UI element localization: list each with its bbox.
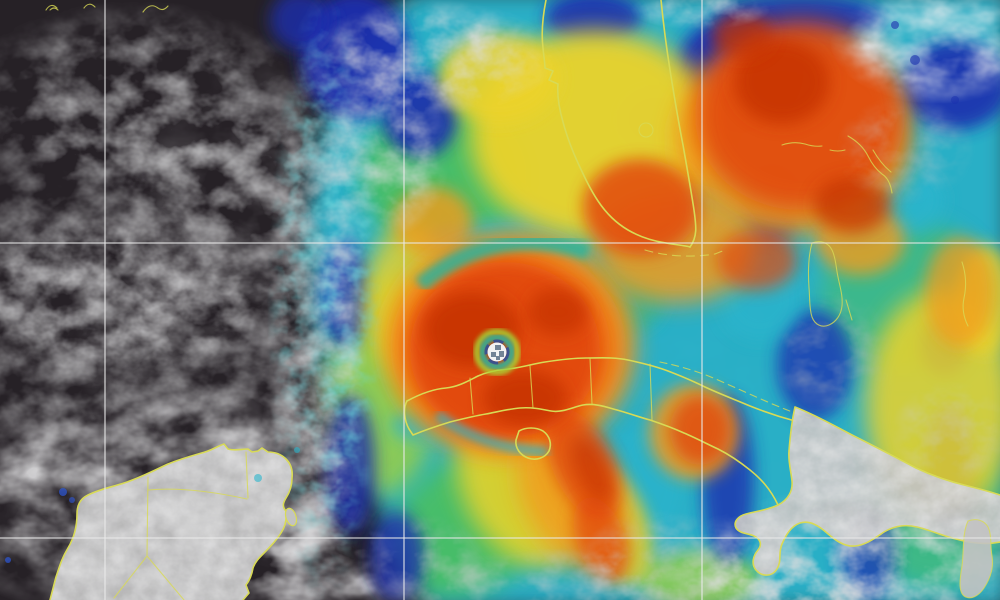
texture-blob bbox=[717, 230, 797, 290]
cuba bbox=[403, 357, 1000, 576]
texture-blob bbox=[254, 474, 262, 482]
cuba-south-coastline bbox=[403, 400, 779, 506]
coastlines-layer bbox=[45, 0, 1000, 600]
gray-clouds-over-layer bbox=[307, 0, 1000, 600]
texture-blob bbox=[571, 437, 613, 503]
texture-blob bbox=[433, 411, 549, 457]
cozumel-island bbox=[284, 507, 298, 527]
bahamas bbox=[781, 135, 969, 327]
bimini-islands bbox=[781, 142, 846, 152]
bahamas-cays-east bbox=[961, 261, 969, 327]
florida-keys bbox=[644, 249, 726, 257]
texture-blob bbox=[951, 96, 959, 104]
isla-de-la-juventud bbox=[515, 427, 552, 460]
texture-blob bbox=[69, 497, 75, 503]
teal-moat-arc bbox=[414, 234, 591, 292]
cuba-north-cays bbox=[659, 361, 811, 419]
yucatan-state-borders bbox=[113, 451, 249, 600]
texture-blob bbox=[959, 519, 994, 599]
texture-blob bbox=[491, 352, 496, 357]
andros-island bbox=[807, 241, 853, 327]
texture-blob bbox=[365, 514, 485, 600]
texture-blob bbox=[483, 370, 567, 426]
texture-blob bbox=[630, 0, 770, 30]
cuba-province-borders bbox=[469, 357, 653, 421]
eye-inner-blue-ring bbox=[484, 339, 510, 365]
lake-okeechobee bbox=[638, 122, 654, 138]
great-inagua-island bbox=[959, 519, 994, 599]
eye-pixel-texture bbox=[491, 345, 504, 360]
texture-blob bbox=[890, 380, 1000, 484]
texture-blob bbox=[320, 70, 450, 240]
top-left-coast-fragments bbox=[45, 3, 169, 13]
eye-wall-ring bbox=[479, 334, 515, 370]
texture-blob bbox=[910, 55, 920, 65]
florida-east-coastline bbox=[660, 0, 697, 248]
texture-blob bbox=[925, 237, 995, 347]
yucatan-coastline bbox=[49, 443, 294, 600]
texture-blob bbox=[770, 290, 894, 414]
eye-outer-ring bbox=[473, 328, 521, 376]
precip-specks bbox=[5, 21, 959, 563]
texture-blob bbox=[59, 488, 67, 496]
texture-blob bbox=[294, 447, 300, 453]
texture-blob bbox=[891, 21, 899, 29]
texture-blob bbox=[5, 557, 11, 563]
texture-blob bbox=[734, 40, 830, 124]
texture-blob bbox=[835, 95, 975, 205]
cuba-north-coastline bbox=[406, 357, 796, 422]
texture-blob bbox=[583, 159, 699, 255]
texture-blob bbox=[495, 345, 501, 350]
eastern-cuba-landmass bbox=[734, 406, 1000, 576]
florida-west-coastline bbox=[541, 0, 691, 248]
texture-blob bbox=[499, 351, 504, 357]
texture-blob bbox=[0, 200, 305, 390]
texture-blob bbox=[528, 288, 588, 336]
yucatan-peninsula bbox=[49, 443, 298, 600]
florida-peninsula bbox=[541, 0, 726, 257]
texture-blob bbox=[496, 356, 500, 360]
texture-blob bbox=[830, 0, 1000, 104]
grand-bahama-abaco bbox=[847, 135, 893, 194]
hurricane-eye bbox=[473, 328, 521, 376]
texture-blob bbox=[960, 519, 993, 598]
texture-blob bbox=[577, 510, 747, 600]
